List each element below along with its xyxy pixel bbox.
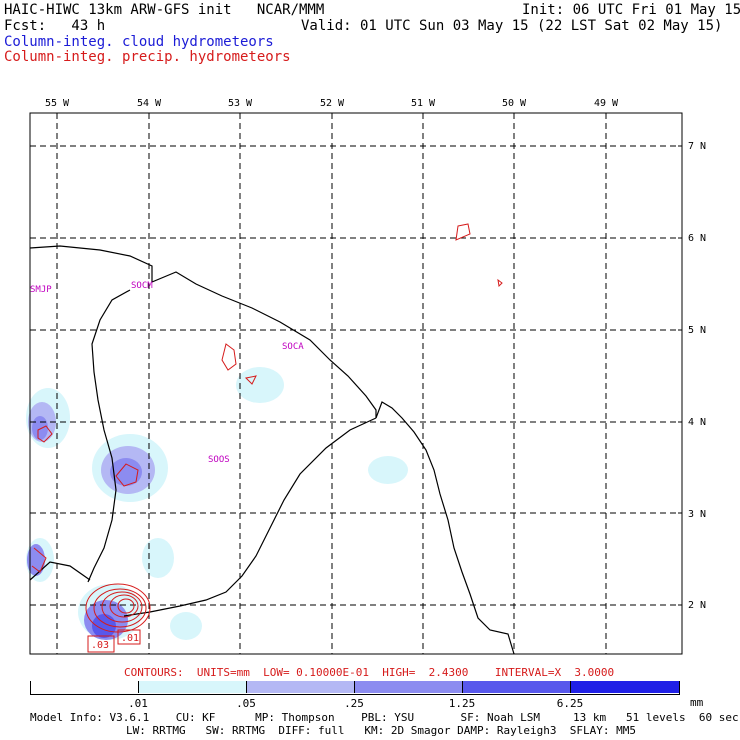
lat-label: 5 N	[688, 325, 706, 336]
shade-area	[236, 367, 284, 403]
contour-line	[93, 588, 147, 628]
forecast-hour: Fcst: 43 h	[4, 18, 106, 34]
station-label: SMJP	[30, 285, 52, 295]
colorbar-tick: .25	[344, 697, 364, 710]
lon-label: 53 W	[228, 98, 253, 109]
colorbar-cell	[30, 681, 138, 693]
contour-line	[117, 598, 135, 614]
lon-label: 54 W	[137, 98, 162, 109]
shade-area	[32, 416, 48, 440]
lon-label: 51 W	[411, 98, 436, 109]
station-label: SOCM	[131, 281, 153, 291]
colorbar-tick: 1.25	[448, 697, 476, 710]
shade-area	[368, 456, 408, 484]
contour-line	[101, 591, 143, 623]
contour-line	[31, 547, 47, 573]
colorbar-cell	[354, 681, 462, 693]
lon-label: 49 W	[594, 98, 619, 109]
lat-label: 7 N	[688, 141, 706, 152]
lat-label: 3 N	[688, 509, 706, 520]
lat-label: 4 N	[688, 417, 706, 428]
colorbar-tick: .05	[236, 697, 256, 710]
contour-line	[109, 594, 139, 618]
cloud-shading	[26, 367, 408, 640]
colorbar-tick: .01	[128, 697, 148, 710]
contour-info: CONTOURS: UNITS=mm LOW= 0.10000E-01 HIGH…	[124, 666, 615, 679]
coastline	[29, 245, 515, 655]
lat-label: 6 N	[688, 233, 706, 244]
contour-line	[244, 375, 257, 385]
map-frame	[29, 112, 683, 655]
precip-contours	[31, 223, 503, 653]
contour-label: .01	[121, 633, 139, 644]
contour-label-box	[117, 629, 141, 645]
contour-line	[497, 278, 503, 288]
lon-label: 52 W	[320, 98, 345, 109]
shade-area	[170, 612, 202, 640]
shade-area	[27, 544, 45, 576]
contour-label-box	[87, 635, 115, 653]
lon-label: 50 W	[502, 98, 527, 109]
model-info-line1: Model Info: V3.6.1 CU: KF MP: Thompson P…	[30, 711, 739, 724]
valid-time: Valid: 01 UTC Sun 03 May 15 (22 LST Sat …	[301, 18, 723, 34]
colorbar-cell	[462, 681, 570, 693]
chart-title: HAIC-HIWC 13km ARW-GFS init NCAR/MMM	[4, 2, 325, 18]
colorbar-units: mm	[690, 696, 704, 709]
colorbar-cell	[138, 681, 246, 693]
station-label: SOOS	[208, 455, 230, 465]
contour-line	[115, 463, 139, 487]
contour-label: .03	[91, 640, 109, 651]
init-time: Init: 06 UTC Fri 01 May 15	[522, 2, 740, 18]
lon-label: 55 W	[45, 98, 70, 109]
contour-line	[37, 425, 53, 443]
graticule	[30, 113, 682, 654]
contour-line	[455, 223, 471, 241]
colorbar-cell	[246, 681, 354, 693]
shade-area	[142, 538, 174, 578]
field-cloud-label: Column-integ. cloud hydrometeors	[4, 34, 274, 50]
shade-area	[92, 614, 116, 638]
station-label: SOCA	[282, 342, 304, 352]
colorbar-cell	[570, 681, 679, 693]
contour-line	[221, 343, 237, 371]
model-info-line2: LW: RRTMG SW: RRTMG DIFF: full KM: 2D Sm…	[126, 724, 636, 737]
field-precip-label: Column-integ. precip. hydrometeors	[4, 49, 291, 65]
lat-label: 2 N	[688, 600, 706, 611]
colorbar-tick: 6.25	[556, 697, 584, 710]
